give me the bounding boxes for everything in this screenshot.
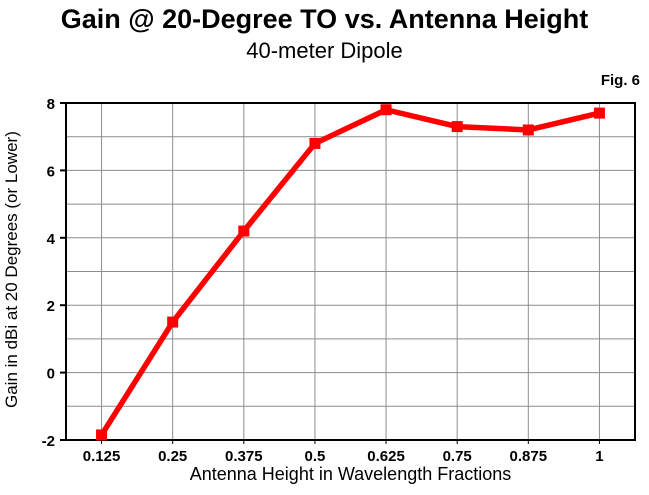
y-tick-label: 6	[47, 163, 55, 180]
chart-subtitle: 40-meter Dipole	[246, 38, 403, 63]
x-tick-label: 0.375	[225, 448, 263, 465]
y-tick-label: -2	[42, 433, 55, 450]
figure-number-label: Fig. 6	[600, 72, 640, 89]
y-tick-label: 4	[47, 231, 56, 248]
x-tick-label: 0.75	[443, 448, 472, 465]
data-point-marker	[380, 104, 392, 116]
x-tick-label: 0.875	[510, 448, 548, 465]
plot-area: 8 6 4 2 0 -2 0.125 0.25 0.375 0.5 0.625 0.75 0.875 1	[42, 96, 636, 465]
data-point-marker	[238, 225, 250, 237]
data-point-marker	[309, 137, 321, 149]
data-point-marker	[593, 107, 605, 119]
data-point-marker	[451, 121, 463, 133]
x-tick-label: 0.5	[305, 448, 326, 465]
y-tick-label: 0	[47, 366, 55, 383]
gain-series-line	[98, 106, 603, 438]
y-tick-label: 2	[47, 298, 55, 315]
x-tick-label: 0.125	[83, 448, 121, 465]
x-tick-label: 1	[595, 448, 603, 465]
x-tick-label: 0.25	[158, 448, 187, 465]
data-point-marker	[167, 316, 179, 328]
x-tick-label: 0.625	[367, 448, 405, 465]
x-axis-title: Antenna Height in Wavelength Fractions	[189, 464, 512, 484]
y-tick-label: 8	[47, 96, 55, 113]
data-point-marker	[522, 124, 534, 136]
data-point-marker	[96, 429, 108, 441]
plot-border	[65, 102, 636, 441]
chart-title: Gain @ 20-Degree TO vs. Antenna Height	[60, 4, 589, 34]
